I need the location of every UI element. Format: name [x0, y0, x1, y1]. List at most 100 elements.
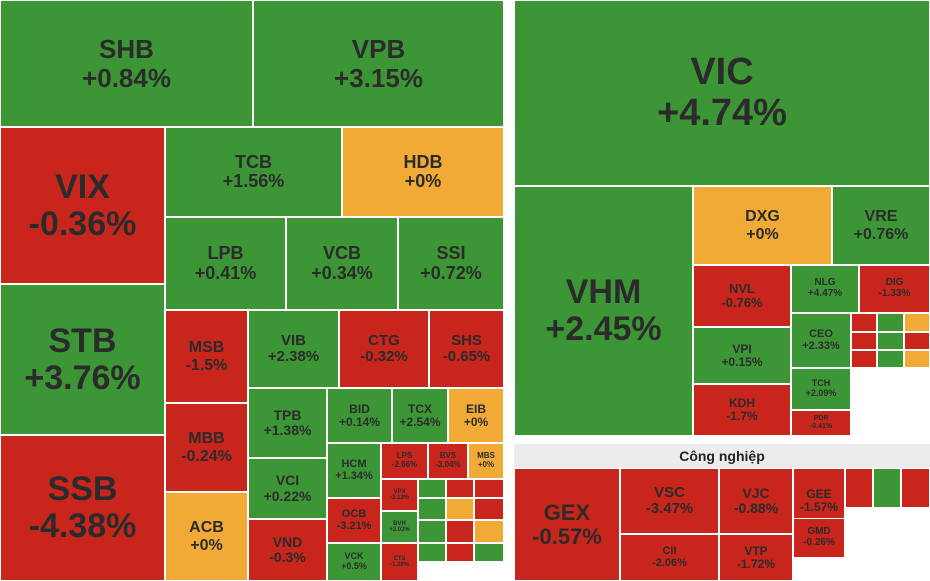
tile-symbol: VSC [654, 483, 685, 501]
tile-symbol: DXG [745, 208, 780, 226]
tile-vpx[interactable]: VPX -2.13% [381, 479, 418, 511]
tile-vci[interactable]: VCI +0.22% [248, 458, 327, 519]
minor-tile[interactable] [418, 498, 446, 520]
tile-change: +0.15% [721, 354, 763, 369]
sector-label-industrial: Công nghiệp [514, 444, 930, 468]
tile-change: -4.38% [28, 507, 137, 545]
tile-change: +0.41% [194, 262, 257, 283]
tile-change: -0.88% [733, 500, 779, 516]
tile-symbol: SHB [99, 34, 154, 65]
tile-pdr[interactable]: PDR -0.41% [791, 410, 851, 436]
minor-tile[interactable] [873, 468, 901, 508]
tile-gmd[interactable]: GMD -0.26% [793, 518, 845, 558]
tile-shb[interactable]: SHB +0.84% [0, 0, 253, 127]
tile-cii[interactable]: CII -2.06% [620, 534, 719, 581]
tile-vnd[interactable]: VND -0.3% [248, 519, 327, 581]
minor-tile[interactable] [851, 313, 877, 332]
tile-ocb[interactable]: OCB -3.21% [327, 498, 381, 543]
tile-eib[interactable]: EIB +0% [448, 388, 504, 443]
tile-symbol: VCB [322, 243, 361, 264]
tile-change: -0.32% [360, 348, 408, 365]
tile-bid[interactable]: BID +0.14% [327, 388, 392, 443]
tile-change: -1.33% [878, 288, 911, 299]
tile-kdh[interactable]: KDH -1.7% [693, 384, 791, 436]
minor-tile[interactable] [851, 350, 877, 368]
tile-hdb[interactable]: HDB +0% [342, 127, 504, 217]
minor-tile[interactable] [904, 350, 930, 368]
minor-tile[interactable] [446, 520, 474, 543]
minor-tile[interactable] [904, 332, 930, 350]
tile-vtp[interactable]: VTP -1.72% [719, 534, 793, 581]
tile-symbol: CTS [393, 555, 406, 562]
tile-ctg[interactable]: CTG -0.32% [339, 310, 429, 388]
tile-dxg[interactable]: DXG +0% [693, 186, 832, 265]
minor-tile[interactable] [845, 468, 873, 508]
tile-shs[interactable]: SHS -0.65% [429, 310, 504, 388]
tile-change: +0.76% [853, 225, 909, 243]
minor-tile[interactable] [904, 313, 930, 332]
minor-tile[interactable] [418, 520, 446, 543]
tile-msb[interactable]: MSB -1.5% [165, 310, 248, 403]
tile-vpb[interactable]: VPB +3.15% [253, 0, 504, 127]
minor-tile[interactable] [877, 313, 904, 332]
minor-tile[interactable] [474, 498, 504, 520]
tile-symbol: LPB [207, 243, 244, 264]
tile-nvl[interactable]: NVL -0.76% [693, 265, 791, 327]
tile-change: -0.3% [269, 549, 306, 565]
tile-symbol: NVL [729, 280, 755, 296]
minor-tile[interactable] [474, 479, 504, 498]
tile-vic[interactable]: VIC +4.74% [514, 0, 930, 186]
tile-vpi[interactable]: VPI +0.15% [693, 327, 791, 384]
tile-vcb[interactable]: VCB +0.34% [286, 217, 398, 310]
tile-symbol: VTP [744, 543, 768, 558]
tile-change: -0.57% [532, 523, 602, 549]
tile-mbs[interactable]: MBS +0% [468, 443, 504, 479]
minor-tile[interactable] [474, 543, 504, 562]
tile-vck[interactable]: VCK +0.5% [327, 543, 381, 581]
tile-tpb[interactable]: TPB +1.38% [248, 388, 327, 458]
minor-tile[interactable] [851, 332, 877, 350]
tile-symbol: VIB [280, 331, 306, 349]
tile-symbol: STB [48, 321, 117, 360]
tile-bvh[interactable]: BVH +2.03% [381, 511, 418, 543]
tile-nlg[interactable]: NLG +4.47% [791, 265, 859, 313]
tile-change: +0.72% [420, 262, 482, 283]
minor-tile[interactable] [418, 543, 446, 562]
tile-change: +4.74% [657, 92, 787, 134]
tile-vsc[interactable]: VSC -3.47% [620, 468, 719, 534]
tile-acb[interactable]: ACB +0% [165, 492, 248, 581]
minor-tile[interactable] [901, 468, 930, 508]
tile-ssb[interactable]: SSB -4.38% [0, 435, 165, 581]
tile-ssi[interactable]: SSI +0.72% [398, 217, 504, 310]
minor-tile[interactable] [877, 332, 904, 350]
minor-tile[interactable] [446, 479, 474, 498]
minor-tile[interactable] [877, 350, 904, 368]
tile-lps[interactable]: LPS -2.66% [381, 443, 428, 479]
tile-cts[interactable]: CTS -1.28% [381, 543, 418, 581]
tile-ceo[interactable]: CEO +2.33% [791, 313, 851, 368]
tile-hcm[interactable]: HCM +1.34% [327, 443, 381, 498]
tile-stb[interactable]: STB +3.76% [0, 284, 165, 435]
tile-tcb[interactable]: TCB +1.56% [165, 127, 342, 217]
tile-change: +0.5% [341, 561, 367, 571]
minor-tile[interactable] [418, 479, 446, 498]
tile-tcx[interactable]: TCX +2.54% [392, 388, 448, 443]
minor-tile[interactable] [446, 543, 474, 562]
tile-vjc[interactable]: VJC -0.88% [719, 468, 793, 534]
pane-divider [504, 0, 514, 581]
tile-vre[interactable]: VRE +0.76% [832, 186, 930, 265]
tile-vhm[interactable]: VHM +2.45% [514, 186, 693, 436]
tile-dig[interactable]: DIG -1.33% [859, 265, 930, 313]
tile-tch[interactable]: TCH +2.09% [791, 368, 851, 410]
tile-mbb[interactable]: MBB -0.24% [165, 403, 248, 492]
tile-symbol: CEO [809, 327, 833, 340]
minor-tile[interactable] [474, 520, 504, 543]
tile-vib[interactable]: VIB +2.38% [248, 310, 339, 388]
tile-gex[interactable]: GEX -0.57% [514, 468, 620, 581]
tile-change: -1.7% [726, 409, 758, 423]
tile-bvs[interactable]: BVS -3.04% [428, 443, 468, 479]
tile-symbol: VCK [344, 551, 364, 562]
minor-tile[interactable] [446, 498, 474, 520]
tile-vix[interactable]: VIX -0.36% [0, 127, 165, 284]
tile-lpb[interactable]: LPB +0.41% [165, 217, 286, 310]
